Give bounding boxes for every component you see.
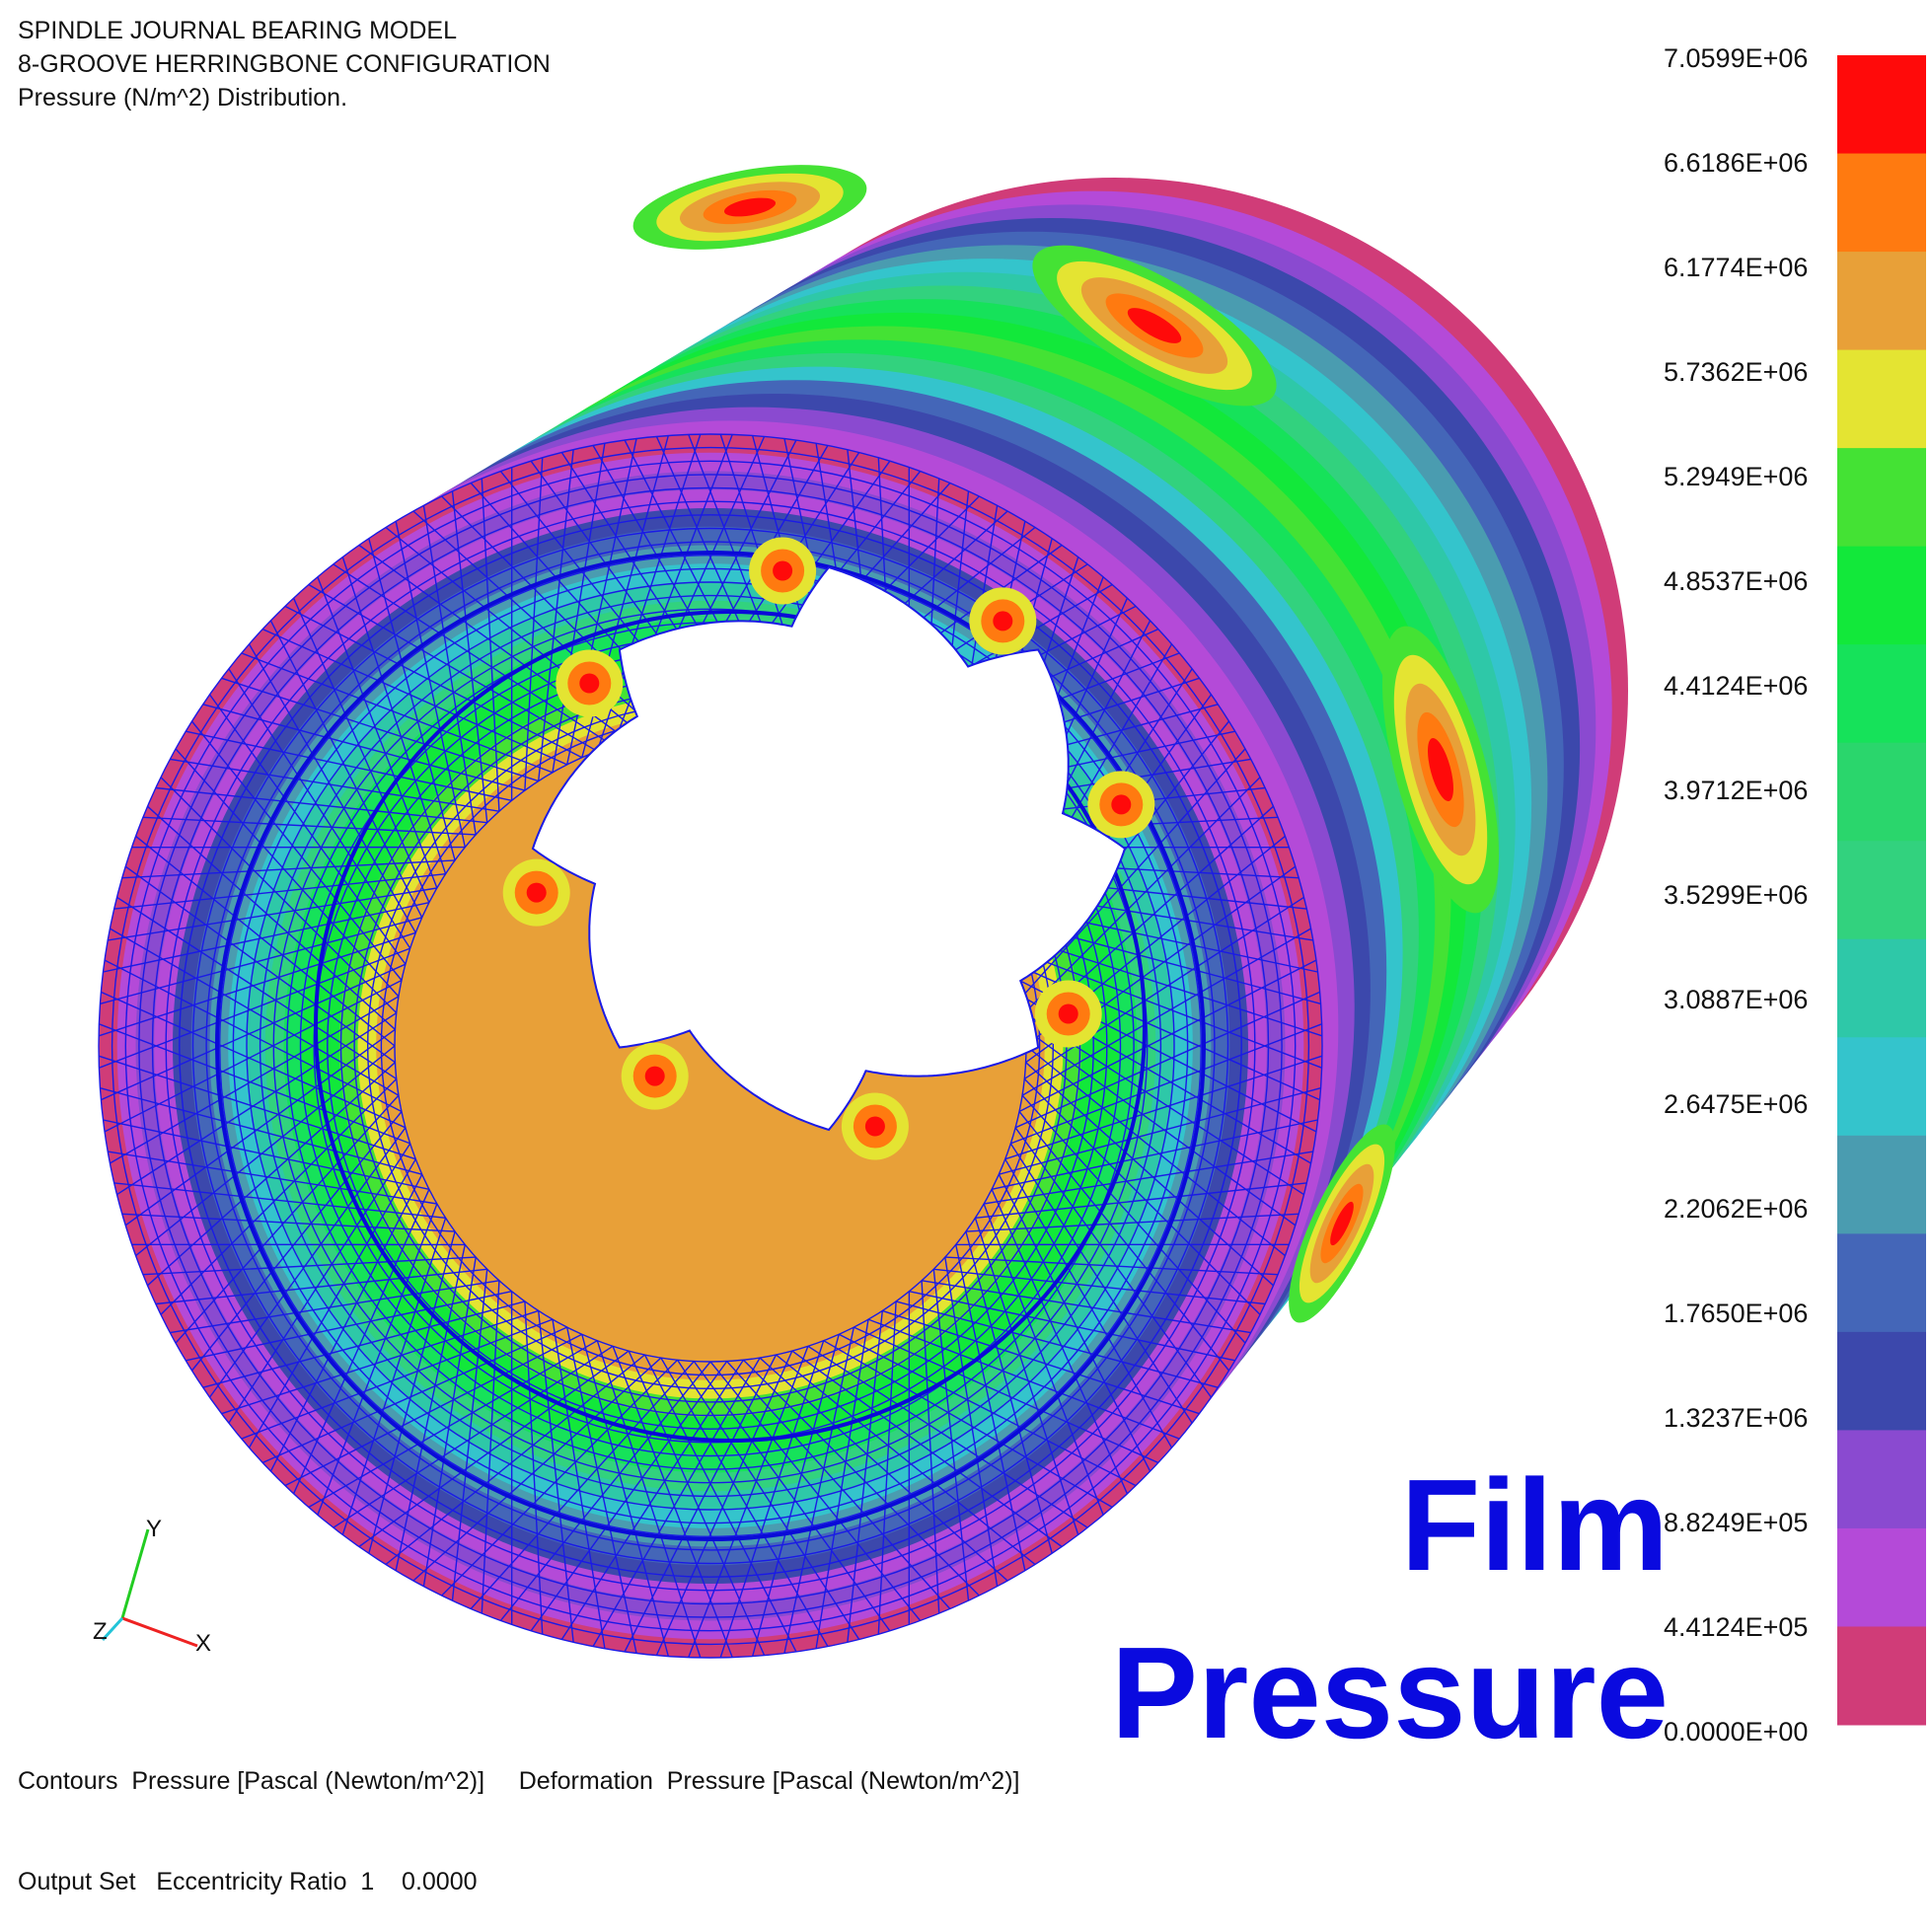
overlay-word-film: Film xyxy=(1401,1460,1669,1591)
legend-swatch xyxy=(1837,939,1926,1038)
figure-footer: Contours Pressure [Pascal (Newton/m^2)] … xyxy=(18,1697,1019,1932)
legend-swatch xyxy=(1837,1233,1926,1332)
color-legend xyxy=(1837,55,1926,1726)
legend-value: 2.2062E+06 xyxy=(1664,1194,1808,1225)
legend-value: 1.3237E+06 xyxy=(1664,1403,1808,1434)
triad-z-label: Z xyxy=(93,1618,108,1646)
bearing-bore xyxy=(533,567,1125,1130)
legend-value: 3.5299E+06 xyxy=(1664,880,1808,911)
legend-value: 4.8537E+06 xyxy=(1664,566,1808,597)
legend-swatch xyxy=(1837,55,1926,154)
legend-swatch xyxy=(1837,743,1926,842)
legend-value: 4.4124E+06 xyxy=(1664,671,1808,702)
legend-value: 3.0887E+06 xyxy=(1664,985,1808,1015)
legend-value: 5.2949E+06 xyxy=(1664,462,1808,492)
lobe-peak xyxy=(842,1093,909,1160)
lobe-peak xyxy=(1087,771,1154,838)
overlay-word-pressure: Pressure xyxy=(1111,1628,1669,1758)
legend-swatch xyxy=(1837,1430,1926,1528)
coordinate-triad xyxy=(103,1529,197,1646)
legend-value: 3.9712E+06 xyxy=(1664,776,1808,806)
legend-swatch xyxy=(1837,1332,1926,1431)
lobe-peak xyxy=(556,650,623,717)
legend-swatch xyxy=(1837,1136,1926,1234)
legend-value: 0.0000E+00 xyxy=(1664,1717,1808,1747)
lobe-peak xyxy=(749,538,816,605)
legend-swatch xyxy=(1837,1528,1926,1627)
legend-swatch xyxy=(1837,1626,1926,1725)
legend-value: 6.1774E+06 xyxy=(1664,253,1808,283)
legend-swatch xyxy=(1837,547,1926,645)
legend-swatch xyxy=(1837,154,1926,253)
bore-opening xyxy=(533,567,1125,1130)
legend-value: 6.6186E+06 xyxy=(1664,148,1808,179)
legend-value: 5.7362E+06 xyxy=(1664,357,1808,388)
lobe-peak xyxy=(622,1043,689,1110)
legend-swatch xyxy=(1837,252,1926,350)
shell-hotspot xyxy=(627,150,873,265)
triad-y-label: Y xyxy=(146,1516,162,1543)
legend-value: 4.4124E+05 xyxy=(1664,1612,1808,1643)
lobe-peak xyxy=(969,587,1036,654)
legend-swatch xyxy=(1837,644,1926,743)
legend-swatch xyxy=(1837,1037,1926,1136)
legend-value: 8.8249E+05 xyxy=(1664,1508,1808,1538)
lobe-peak xyxy=(1035,981,1102,1048)
lobe-peak xyxy=(503,859,570,927)
legend-swatch xyxy=(1837,350,1926,449)
legend-swatch xyxy=(1837,841,1926,939)
legend-value: 1.7650E+06 xyxy=(1664,1299,1808,1329)
footer-line-2: Output Set Eccentricity Ratio 1 0.0000 xyxy=(18,1865,1019,1898)
legend-swatch xyxy=(1837,448,1926,547)
legend-value: 7.0599E+06 xyxy=(1664,43,1808,74)
triad-x-label: X xyxy=(195,1630,211,1658)
footer-line-1: Contours Pressure [Pascal (Newton/m^2)] … xyxy=(18,1764,1019,1798)
legend-value: 2.6475E+06 xyxy=(1664,1089,1808,1120)
